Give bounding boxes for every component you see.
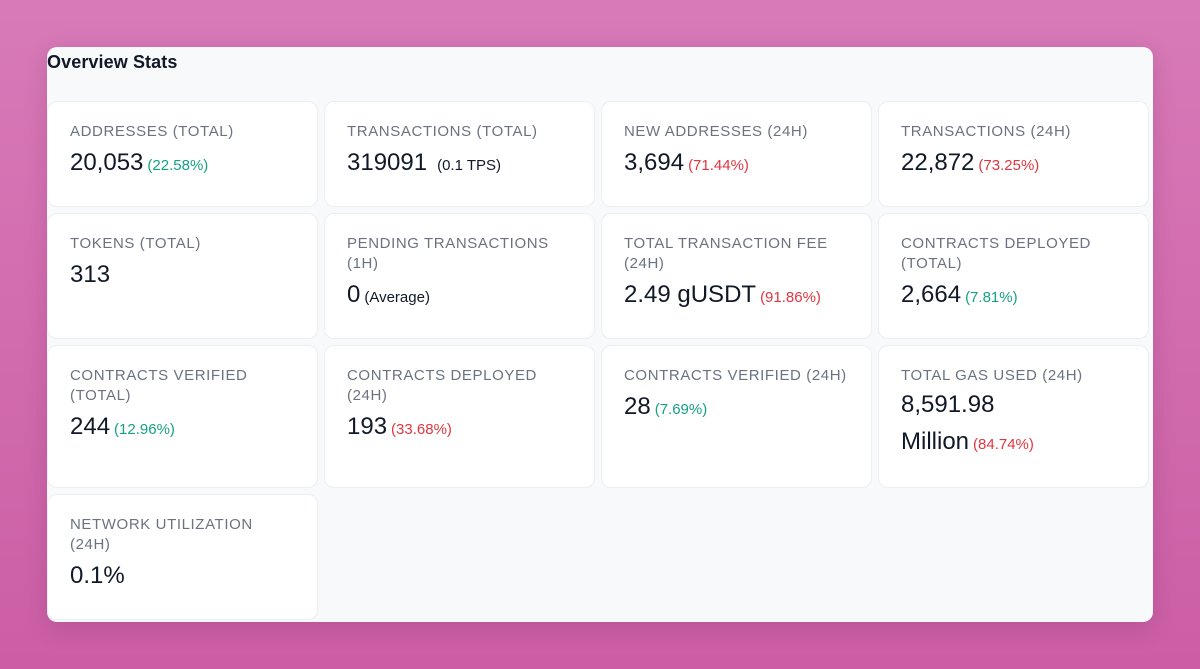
stat-change: (91.86%) [760, 289, 821, 306]
stat-change: (7.81%) [965, 289, 1018, 306]
stat-label: NETWORK UTILIZATION (24H) [70, 516, 253, 553]
stat-card-transactions-total: TRANSACTIONS (TOTAL) 319091 (0.1 TPS) [324, 101, 595, 207]
stat-card-contracts-deployed-24h: CONTRACTS DEPLOYED (24H) 193 (33.68%) [324, 345, 595, 488]
stat-value: 2,664 [901, 281, 962, 308]
stat-change: (71.44%) [688, 157, 749, 174]
stat-label: TRANSACTIONS (24H) [901, 123, 1071, 140]
stat-label: CONTRACTS DEPLOYED (TOTAL) [901, 235, 1091, 272]
stat-card-pending-transactions-1h: PENDING TRANSACTIONS (1H) 0 (Average) [324, 213, 595, 339]
stat-change: (7.69%) [654, 401, 708, 418]
stat-value: 193 [347, 413, 388, 440]
stat-note: (0.1 TPS) [437, 157, 502, 174]
stat-card-contracts-verified-24h: CONTRACTS VERIFIED (24H) 28 (7.69%) [601, 345, 872, 488]
stat-card-total-transaction-fee-24h: TOTAL TRANSACTION FEE (24H) 2.49 gUSDT (9… [601, 213, 872, 339]
stat-label: CONTRACTS DEPLOYED (24H) [347, 367, 537, 404]
stat-card-new-addresses-24h: NEW ADDRESSES (24H) 3,694 (71.44%) [601, 101, 872, 207]
stat-card-contracts-deployed-total: CONTRACTS DEPLOYED (TOTAL) 2,664 (7.81%) [878, 213, 1149, 339]
stat-card-addresses-total: ADDRESSES (TOTAL) 20,053 (22.58%) [47, 101, 318, 207]
stat-change: (33.68%) [391, 421, 452, 438]
stat-card-tokens-total: TOKENS (TOTAL) 313 [47, 213, 318, 339]
stat-card-total-gas-used-24h: TOTAL GAS USED (24H) 8,591.98 Million (84… [878, 345, 1149, 488]
stat-label: NEW ADDRESSES (24H) [624, 123, 808, 140]
stat-value: 28 [624, 393, 651, 420]
stat-card-transactions-24h: TRANSACTIONS (24H) 22,872 (73.25%) [878, 101, 1149, 207]
stat-label: CONTRACTS VERIFIED (24H) [624, 367, 847, 384]
stat-value: 22,872 [901, 149, 975, 176]
stat-change: (22.58%) [147, 157, 209, 174]
panel-title: Overview Stats [47, 52, 178, 72]
stat-card-contracts-verified-total: CONTRACTS VERIFIED (TOTAL) 244 (12.96%) [47, 345, 318, 488]
stat-value: 244 [70, 413, 111, 440]
stat-note: (Average) [364, 289, 430, 306]
stat-value: 20,053 [70, 149, 144, 176]
stat-change: (84.74%) [973, 436, 1034, 453]
stat-value: 0 [347, 281, 361, 308]
stat-label: CONTRACTS VERIFIED (TOTAL) [70, 367, 248, 404]
stat-label: TOKENS (TOTAL) [70, 235, 201, 252]
stat-value: 2.49 gUSDT [624, 281, 757, 308]
overview-stats-panel: Overview Stats ADDRESSES (TOTAL) 20,053(… [47, 47, 1153, 622]
stat-value: 8,591.98 [901, 391, 995, 418]
stat-card-network-utilization-24h: NETWORK UTILIZATION (24H) 0.1% [47, 494, 318, 620]
stat-label: TRANSACTIONS (TOTAL) [347, 123, 538, 140]
stat-value: 0.1% [70, 562, 125, 589]
stat-label: TOTAL TRANSACTION FEE (24H) [624, 235, 828, 272]
stat-label: TOTAL GAS USED (24H) [901, 367, 1083, 384]
stat-value-unit: Million [901, 428, 970, 455]
stat-value: 313 [70, 261, 111, 288]
stat-value: 3,694 [624, 149, 685, 176]
stat-label: PENDING TRANSACTIONS (1H) [347, 235, 549, 272]
stat-change: (73.25%) [978, 157, 1040, 174]
stat-change: (12.96%) [114, 421, 175, 438]
stat-label: ADDRESSES (TOTAL) [70, 123, 234, 140]
stat-value: 319091 [347, 149, 428, 176]
